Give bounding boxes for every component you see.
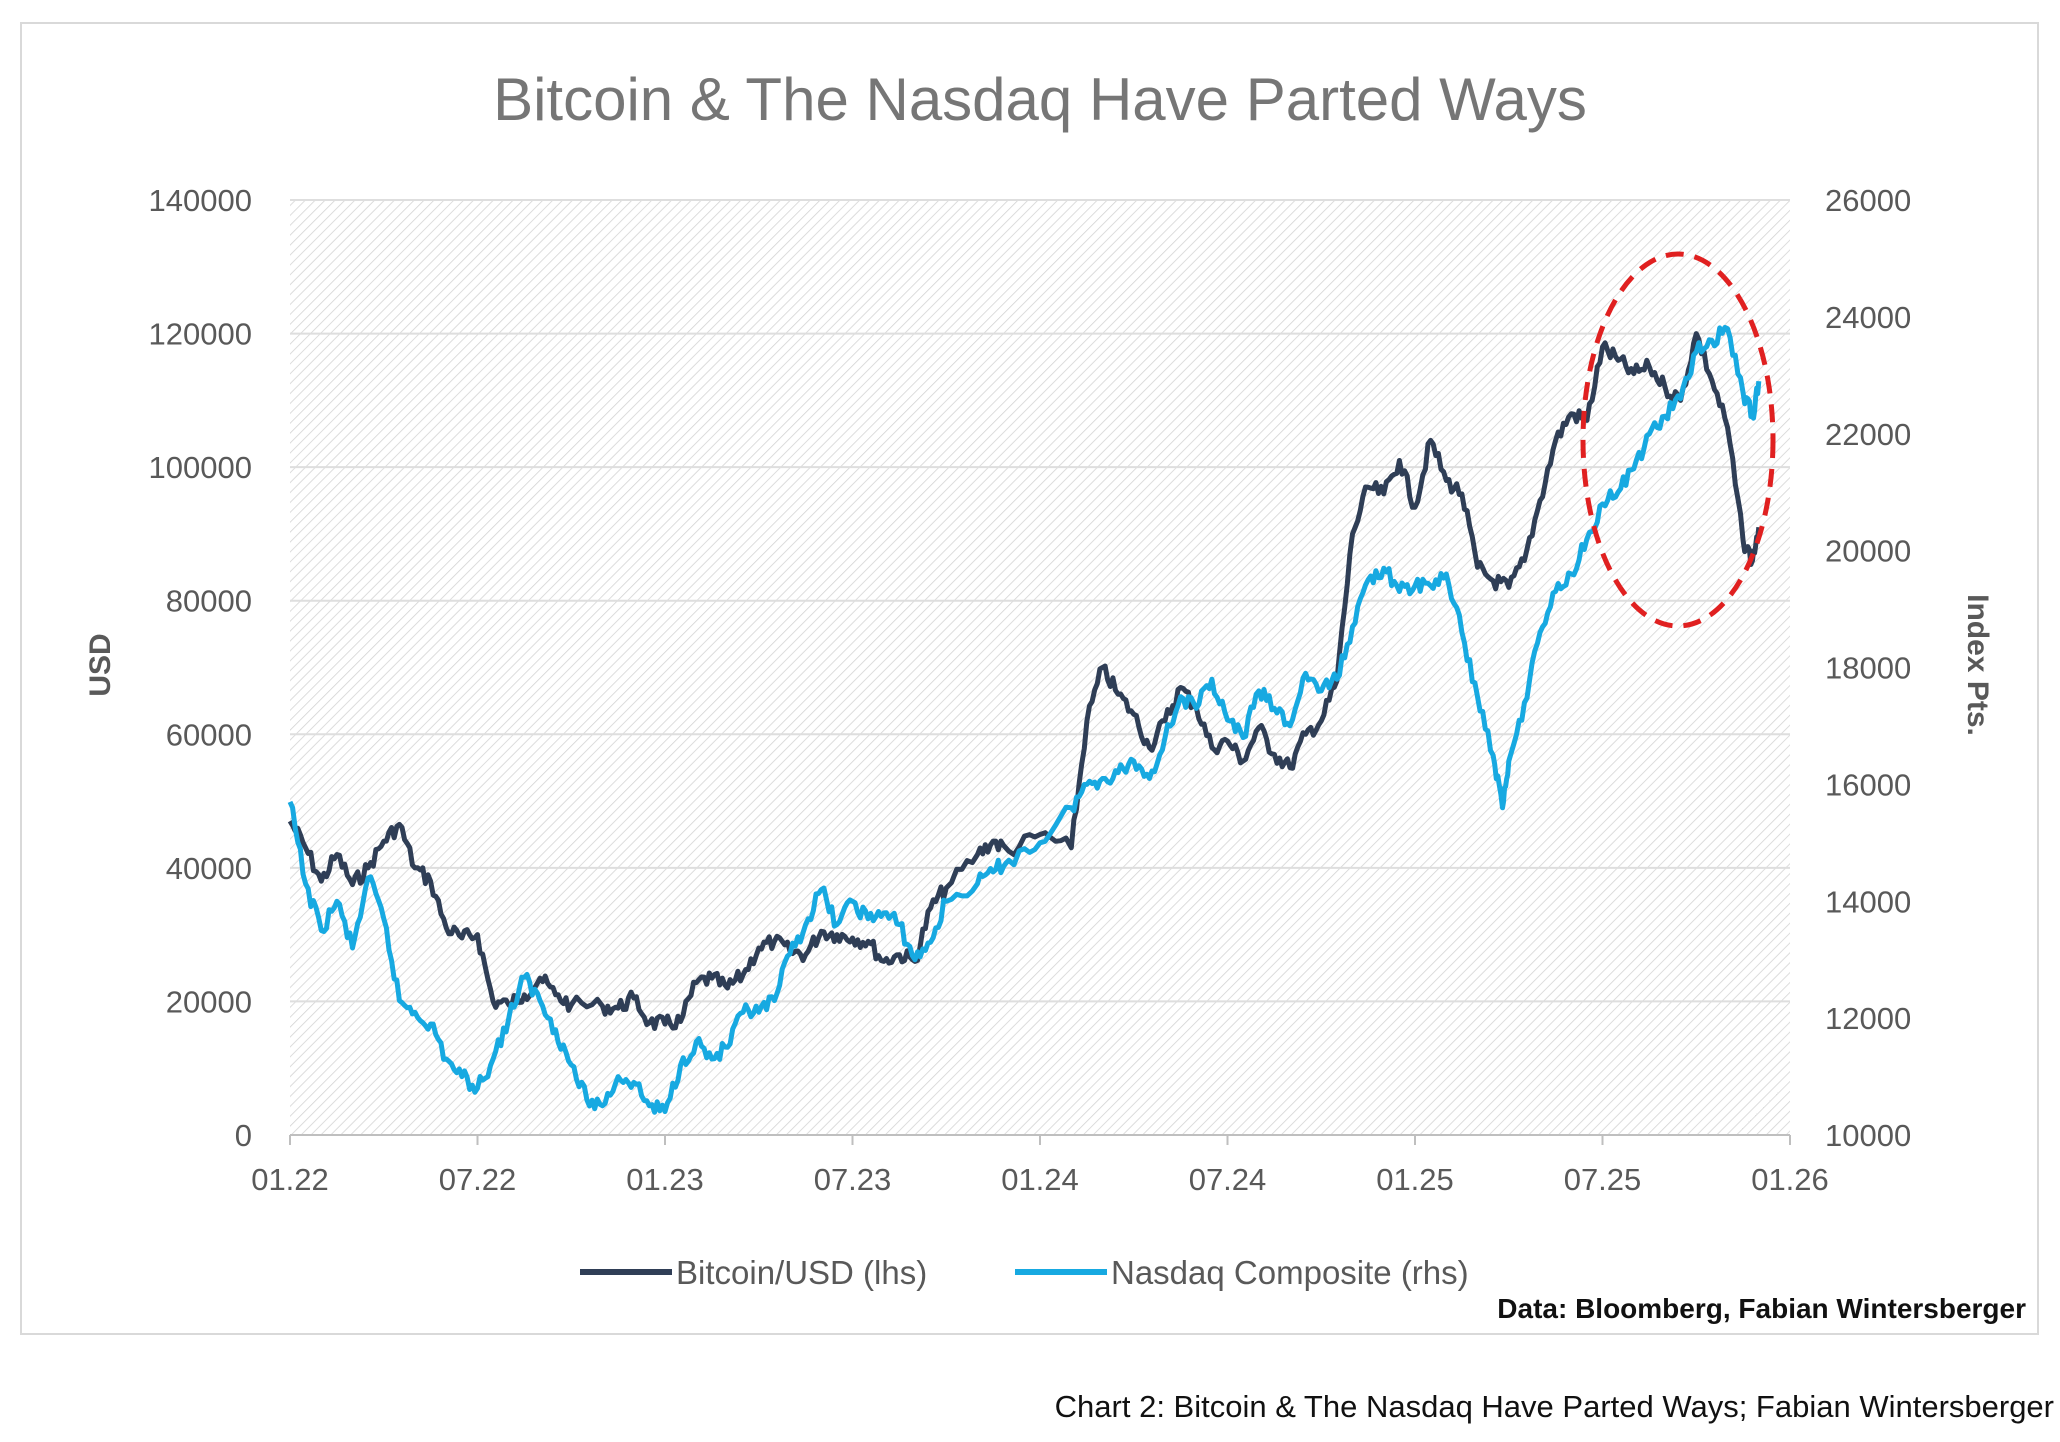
source-note: Data: Bloomberg, Fabian Wintersberger [1497,1293,2026,1324]
y-left-tick-label: 100000 [149,450,252,485]
y-right-tick-label: 14000 [1825,884,1911,919]
y-right-tick-label: 12000 [1825,1001,1911,1036]
series-lines [287,324,1762,1115]
x-tick-label: 01.24 [1001,1162,1079,1197]
y-left-tick-label: 40000 [166,851,252,886]
chart-caption: Chart 2: Bitcoin & The Nasdaq Have Parte… [1054,1389,2054,1424]
legend-label-bitcoin: Bitcoin/USD (lhs) [676,1254,927,1291]
chart-title: Bitcoin & The Nasdaq Have Parted Ways [493,66,1587,133]
x-tick-label: 01.23 [626,1162,704,1197]
x-tick-label: 07.22 [439,1162,517,1197]
legend: Bitcoin/USD (lhs) Nasdaq Composite (rhs) [580,1254,1469,1291]
y-left-tick-label: 140000 [149,183,252,218]
chart-svg: Bitcoin & The Nasdaq Have Parted Ways 0 2… [84,66,2026,1324]
legend-label-nasdaq: Nasdaq Composite (rhs) [1111,1254,1469,1291]
y-left-tick-label: 80000 [166,584,252,619]
y-axis-right-label: Index Pts. [1961,594,1994,736]
y-right-tick-label: 18000 [1825,651,1911,686]
x-tick-label: 01.25 [1376,1162,1454,1197]
y-right-tick-label: 22000 [1825,417,1911,452]
y-left-tick-label: 60000 [166,717,252,752]
y-right-tick-label: 10000 [1825,1118,1911,1153]
x-tick-label: 01.26 [1751,1162,1829,1197]
y-left-tick-label: 120000 [149,317,252,352]
y-right-tick-label: 16000 [1825,767,1911,802]
y-left-tick-label: 20000 [166,984,252,1019]
x-tick-label: 07.25 [1564,1162,1642,1197]
annotation-ellipse [1580,251,1776,629]
y-right-tick-label: 24000 [1825,300,1911,335]
series-line-bitcoin [287,331,1762,1031]
series-line-nasdaq [287,324,1762,1115]
x-tick-label: 07.24 [1189,1162,1267,1197]
y-left-tick-label: 0 [235,1118,252,1153]
x-tick-label: 01.22 [251,1162,329,1197]
y-right-tick-label: 26000 [1825,183,1911,218]
axis-ticks: 0200004000060000800001000001200001400001… [149,183,1912,1197]
y-axis-left-label: USD [84,633,117,696]
y-right-tick-label: 20000 [1825,534,1911,569]
x-tick-label: 07.23 [814,1162,892,1197]
